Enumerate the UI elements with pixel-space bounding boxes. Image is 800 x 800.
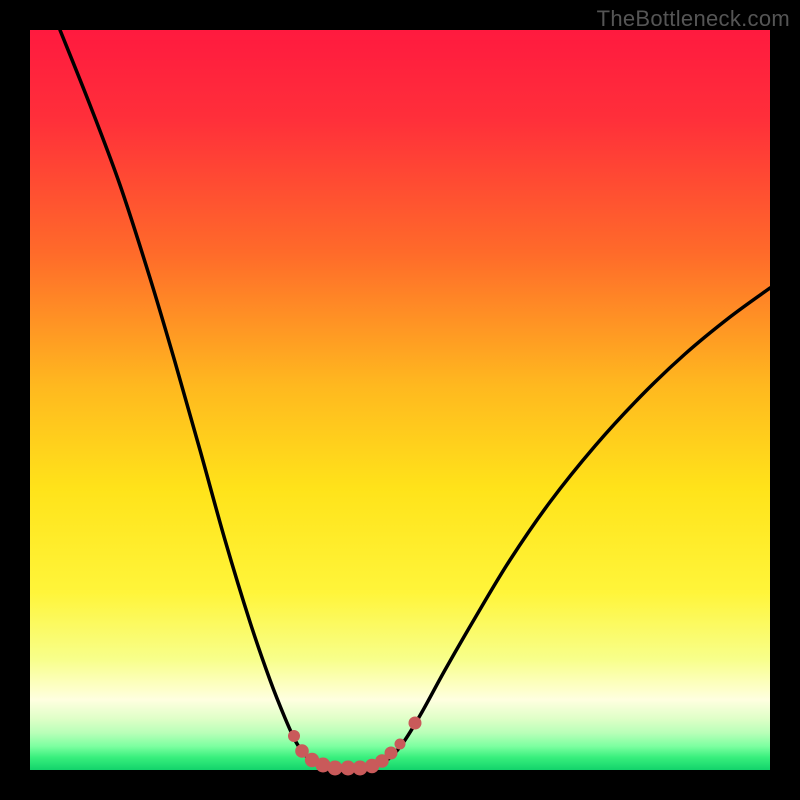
marker-dot <box>328 761 343 776</box>
watermark-label: TheBottleneck.com <box>597 6 790 32</box>
marker-dot <box>409 717 422 730</box>
marker-dot <box>395 739 406 750</box>
marker-dot <box>288 730 300 742</box>
chart-root: TheBottleneck.com <box>0 0 800 800</box>
plot-area <box>30 30 770 770</box>
chart-svg <box>0 0 800 800</box>
marker-dot <box>385 747 398 760</box>
